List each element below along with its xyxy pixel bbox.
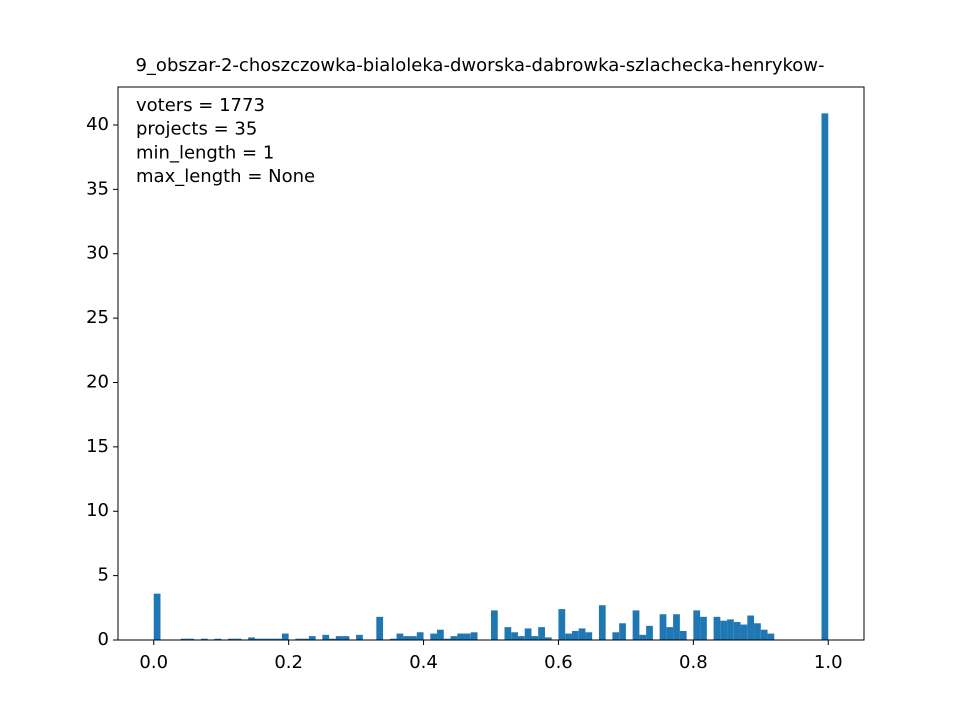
bar — [329, 638, 336, 640]
bar — [457, 633, 465, 640]
x-tick-label: 0.6 — [544, 652, 573, 673]
bar — [733, 621, 741, 640]
bar — [443, 638, 451, 640]
plot-frame — [117, 86, 865, 641]
y-tick-label: 5 — [98, 565, 109, 586]
bar — [254, 638, 262, 640]
bar — [639, 634, 647, 640]
bar — [275, 638, 282, 640]
bar — [281, 633, 289, 640]
bar — [302, 638, 309, 640]
y-tick-label: 40 — [86, 114, 109, 135]
bar — [322, 634, 330, 640]
bar — [268, 638, 276, 640]
bar — [517, 636, 525, 640]
y-tick-label: 35 — [86, 178, 109, 199]
x-tick-label: 1.0 — [814, 652, 843, 673]
bar — [437, 629, 444, 640]
bar — [632, 610, 640, 640]
bar — [342, 636, 350, 640]
annotation: voters = 1773 — [136, 95, 265, 116]
y-tick-label: 20 — [86, 371, 109, 392]
bar — [430, 633, 438, 640]
bar — [356, 634, 363, 640]
bar — [511, 632, 518, 640]
y-tick-label: 0 — [98, 629, 109, 650]
x-tick-label: 0.4 — [409, 652, 438, 673]
y-tick-label: 25 — [86, 307, 109, 328]
bar — [679, 630, 687, 640]
bar — [740, 624, 748, 640]
bar — [598, 605, 606, 640]
bar — [153, 593, 161, 640]
bar — [389, 638, 397, 640]
bar — [585, 632, 593, 640]
bar — [565, 633, 572, 640]
bar — [464, 633, 471, 640]
bar — [558, 609, 566, 640]
bar — [308, 636, 316, 640]
bar — [619, 623, 626, 640]
bar — [524, 628, 532, 640]
bar — [747, 615, 755, 640]
bar — [180, 638, 188, 640]
bar — [470, 632, 478, 640]
bar — [531, 636, 539, 640]
bar — [673, 614, 680, 640]
bar — [578, 628, 586, 640]
bar — [410, 636, 417, 640]
bar — [538, 627, 545, 640]
bar — [403, 636, 411, 640]
bar — [491, 610, 498, 640]
bar — [646, 625, 653, 640]
bar — [396, 633, 404, 640]
y-tick-label: 10 — [86, 500, 109, 521]
bar — [571, 630, 579, 640]
bar — [767, 633, 775, 640]
x-tick-label: 0.2 — [274, 652, 303, 673]
y-tick-label: 15 — [86, 436, 109, 457]
bar — [335, 636, 343, 640]
bar — [713, 616, 721, 640]
y-tick-label: 30 — [86, 243, 109, 264]
bar — [693, 610, 701, 640]
x-tick-label: 0.8 — [679, 652, 708, 673]
bar — [450, 636, 458, 640]
bar — [720, 620, 728, 640]
annotation: projects = 35 — [136, 119, 257, 140]
x-tick-label: 0.0 — [139, 652, 168, 673]
bar — [754, 623, 761, 640]
bar — [416, 632, 424, 640]
bar — [234, 638, 242, 640]
bar — [612, 632, 620, 640]
bar — [248, 637, 255, 640]
bar — [295, 638, 303, 640]
bar — [227, 638, 235, 640]
bar — [376, 616, 384, 640]
bar — [666, 627, 674, 640]
bar — [261, 638, 269, 640]
bar — [200, 638, 208, 640]
chart-title: 9_obszar-2-choszczowka-bialoleka-dworska… — [135, 55, 824, 76]
annotation: max_length = None — [136, 166, 315, 187]
bar — [544, 637, 552, 640]
bar — [214, 638, 222, 640]
bar — [760, 629, 768, 640]
bar — [700, 616, 707, 640]
bar — [659, 614, 667, 640]
annotation: min_length = 1 — [136, 142, 274, 163]
bar — [504, 627, 512, 640]
bar — [821, 113, 829, 640]
bar — [727, 619, 734, 640]
bar — [187, 638, 195, 640]
